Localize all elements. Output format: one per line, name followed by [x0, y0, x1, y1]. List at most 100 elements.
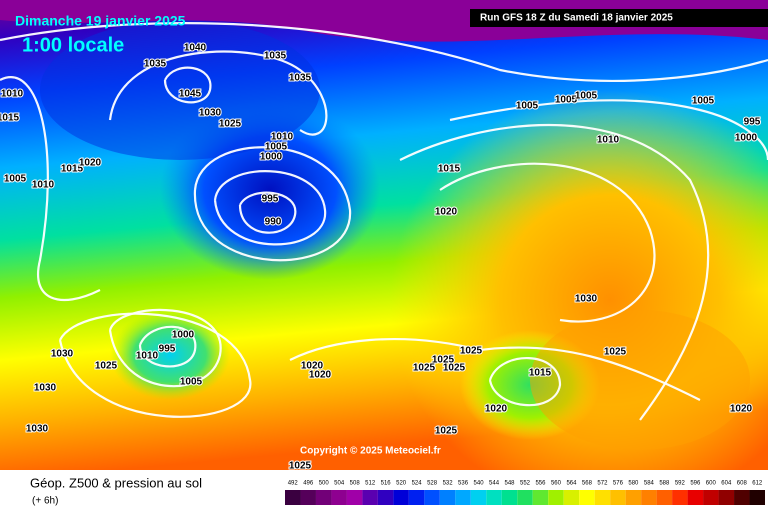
isobar-label: 995 [744, 117, 761, 128]
isobar-label: 1030 [51, 349, 74, 360]
legend-swatch [331, 490, 347, 505]
isobar-label: 1025 [460, 346, 483, 357]
legend-label: 560 [551, 481, 562, 487]
isobar-label: 1030 [199, 108, 222, 119]
isobar-label: 1020 [301, 361, 324, 372]
legend-label: 612 [752, 481, 763, 487]
isobar-label: 1010 [597, 135, 620, 146]
legend-swatch [641, 490, 657, 505]
isobar-label: 1025 [289, 461, 312, 472]
legend-label: 592 [675, 481, 686, 487]
legend-label: 548 [505, 481, 516, 487]
legend-swatch [532, 490, 549, 505]
isobar-label: 1025 [413, 363, 436, 374]
legend-label: 540 [474, 481, 485, 487]
isobar-label: 995 [262, 194, 279, 205]
isobar-label: 1025 [219, 119, 242, 130]
isobar-label: 1020 [485, 404, 508, 415]
isobar-label: 1020 [730, 404, 753, 415]
isobar-label: 1005 [692, 96, 715, 107]
isobar-label: 1005 [575, 91, 598, 102]
isobar-label: 1000 [172, 330, 195, 341]
legend-label: 568 [582, 481, 593, 487]
legend-swatch [749, 490, 765, 505]
isobar-label: 1025 [443, 363, 466, 374]
legend-label: 556 [535, 481, 546, 487]
isobar-label: 1025 [435, 426, 458, 437]
footer-subtitle: (+ 6h) [32, 496, 58, 507]
time: 1:00 locale [22, 34, 124, 56]
legend-label: 496 [303, 481, 314, 487]
isobar-label: 1020 [79, 158, 102, 169]
legend-swatch [501, 490, 518, 505]
legend-swatch [315, 490, 332, 505]
isobar-label: 1005 [555, 95, 578, 106]
legend-swatch [408, 490, 425, 505]
isobar-label: 1020 [309, 370, 332, 381]
legend-swatch [517, 490, 533, 505]
isobar-label: 1030 [34, 383, 57, 394]
isobar-label: 1000 [260, 152, 283, 163]
isobar-label: 1035 [144, 59, 167, 70]
legend-label: 584 [644, 481, 655, 487]
legend-label: 564 [566, 481, 577, 487]
isobar-label: 995 [159, 344, 176, 355]
isobar-label: 1025 [432, 355, 455, 366]
legend-swatch [470, 490, 487, 505]
legend-label: 552 [520, 481, 531, 487]
legend-swatch [703, 490, 719, 505]
legend-label: 532 [443, 481, 454, 487]
copyright: Copyright © 2025 Meteociel.fr [300, 446, 441, 457]
legend-swatch [455, 490, 471, 505]
legend-label: 604 [721, 481, 732, 487]
legend-label: 520 [396, 481, 407, 487]
legend-label: 504 [334, 481, 345, 487]
legend-swatch [362, 490, 378, 505]
legend-swatch [346, 490, 363, 505]
legend-label: 596 [690, 481, 701, 487]
legend-swatch [439, 490, 456, 505]
isobar-label: 1010 [271, 132, 294, 143]
legend-label: 576 [613, 481, 624, 487]
isobar-label: 1035 [289, 73, 312, 84]
footer-title: Géop. Z500 & pression au sol [30, 475, 202, 490]
legend-swatch [393, 490, 409, 505]
isobar-label: 1030 [575, 294, 598, 305]
legend-label: 580 [628, 481, 639, 487]
legend-label: 524 [412, 481, 423, 487]
run-info: Run GFS 18 Z du Samedi 18 janvier 2025 [480, 13, 673, 24]
legend-swatch [610, 490, 626, 505]
legend-label: 588 [659, 481, 670, 487]
legend-swatch [672, 490, 688, 505]
isobar-label: 1030 [26, 424, 49, 435]
run-box [470, 9, 768, 27]
legend-swatch [424, 490, 440, 505]
date: Dimanche 19 janvier 2025 [15, 13, 186, 29]
isobar-label: 1015 [0, 113, 20, 124]
isobar-label: 1005 [516, 101, 539, 112]
legend-label: 516 [381, 481, 392, 487]
isobar-label: 1045 [179, 89, 202, 100]
isobars [0, 22, 768, 421]
legend-swatch [625, 490, 642, 505]
isobar-label: 1035 [264, 51, 287, 62]
legend-swatch [594, 490, 611, 505]
legend-label: 512 [365, 481, 376, 487]
legend-swatch [687, 490, 704, 505]
isobar-label: 1005 [180, 377, 203, 388]
isobar-label: 990 [265, 217, 282, 228]
isobar-label: 1015 [438, 164, 461, 175]
legend-label: 536 [458, 481, 469, 487]
legend-label: 600 [706, 481, 717, 487]
legend-label: 528 [427, 481, 438, 487]
legend-swatch [734, 490, 750, 505]
legend-label: 544 [489, 481, 500, 487]
isobar-label: 1000 [735, 133, 758, 144]
legend-swatch [563, 490, 580, 505]
isobar-label: 1005 [265, 142, 288, 153]
isobar-label: 1025 [95, 361, 118, 372]
legend-swatch [300, 490, 316, 505]
legend-swatch [656, 490, 673, 505]
legend-swatch [285, 490, 301, 505]
